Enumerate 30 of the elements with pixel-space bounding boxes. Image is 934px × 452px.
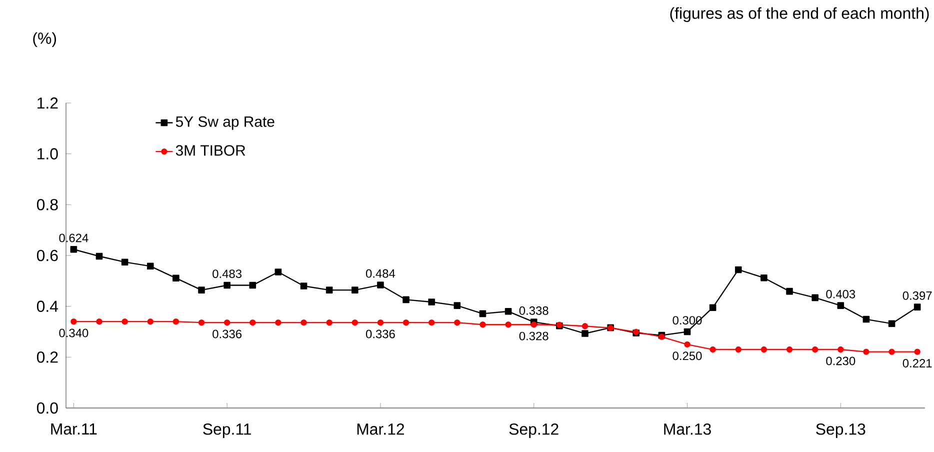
x-tick-label: Mar.12 (357, 424, 404, 435)
data-label: 0.336 (212, 330, 242, 338)
x-tick-label: Sep.12 (509, 424, 558, 438)
y-tick-label: 1.2 (38, 97, 58, 109)
data-label: 0.397 (902, 291, 932, 300)
y-tick-label: 0.6 (36, 250, 58, 262)
y-tick-label: 0.0 (36, 402, 58, 414)
data-label: 0.336 (366, 330, 395, 338)
legend-label: 5Y Sw ap Rate (176, 116, 274, 130)
legend-label: 3M TIBOR (176, 145, 246, 156)
x-tick-label: Sep.13 (816, 424, 866, 438)
data-label: 0.250 (672, 352, 702, 360)
y-tick-label: 1.0 (38, 148, 58, 160)
data-label: 0.484 (366, 269, 396, 278)
data-label: 0.340 (59, 328, 88, 338)
x-tick-label: Sep.11 (203, 424, 251, 438)
text: (%) (33, 32, 56, 48)
data-label: 0.221 (902, 359, 932, 368)
y-tick-label: 0.4 (36, 300, 58, 312)
y-tick-label: 0.2 (36, 352, 58, 363)
text: (figures as of the end of each month) (670, 7, 929, 22)
data-label: 0.338 (519, 306, 548, 315)
data-label: 0.328 (519, 332, 548, 340)
y-tick-label: 0.8 (36, 199, 58, 210)
data-label: 0.403 (826, 290, 856, 298)
data-label: 0.483 (212, 270, 242, 278)
x-tick-label: Mar.11 (51, 423, 97, 435)
x-tick-label: Mar.13 (664, 424, 711, 435)
data-label: 0.624 (59, 234, 88, 242)
data-label: 0.230 (826, 356, 856, 366)
